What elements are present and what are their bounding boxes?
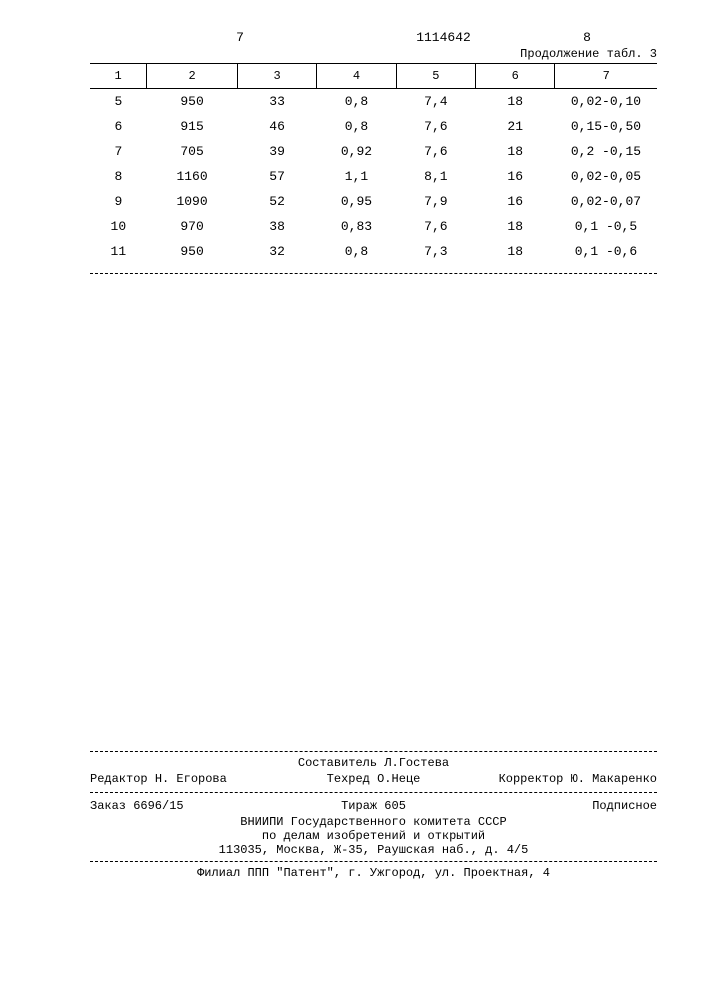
data-table: 1234567 5950330,87,4180,02-0,106915460,8… xyxy=(90,63,657,269)
table-cell: 39 xyxy=(237,139,316,164)
tech-label: Техред xyxy=(327,772,370,786)
table-cell: 7,6 xyxy=(396,114,475,139)
table-column-header: 2 xyxy=(147,64,238,89)
table-cell: 0,8 xyxy=(317,239,396,269)
table-cell: 57 xyxy=(237,164,316,189)
table-cell: 7 xyxy=(90,139,147,164)
composer-label: Составитель xyxy=(298,756,377,770)
table-cell: 18 xyxy=(476,89,555,115)
table-cell: 950 xyxy=(147,239,238,269)
editor-cell: Редактор Н. Егорова xyxy=(90,772,279,786)
order-row: Заказ 6696/15 Тираж 605 Подписное xyxy=(90,797,657,815)
table-cell: 16 xyxy=(476,164,555,189)
table-cell: 38 xyxy=(237,214,316,239)
table-continuation-label: Продолжение табл. 3 xyxy=(90,47,657,61)
page-number-right: 8 xyxy=(547,30,657,45)
table-column-header: 5 xyxy=(396,64,475,89)
table-cell: 8,1 xyxy=(396,164,475,189)
table-cell: 0,02-0,07 xyxy=(555,189,657,214)
table-cell: 32 xyxy=(237,239,316,269)
table-cell: 18 xyxy=(476,239,555,269)
table-cell: 705 xyxy=(147,139,238,164)
table-cell: 0,1 -0,5 xyxy=(555,214,657,239)
table-column-header: 7 xyxy=(555,64,657,89)
table-cell: 1160 xyxy=(147,164,238,189)
editor-label: Редактор xyxy=(90,772,148,786)
table-cell: 950 xyxy=(147,89,238,115)
table-cell: 0,8 xyxy=(317,114,396,139)
separator xyxy=(90,751,657,752)
table-row: 11950320,87,3180,1 -0,6 xyxy=(90,239,657,269)
table-cell: 16 xyxy=(476,189,555,214)
credits-row: Редактор Н. Егорова Техред О.Неце Коррек… xyxy=(90,770,657,788)
table-cell: 5 xyxy=(90,89,147,115)
table-bottom-rule xyxy=(90,273,657,274)
page: 7 1114642 8 Продолжение табл. 3 1234567 … xyxy=(0,0,707,1000)
table-cell: 0,2 -0,15 xyxy=(555,139,657,164)
table-cell: 970 xyxy=(147,214,238,239)
corrector-cell: Корректор Ю. Макаренко xyxy=(468,772,657,786)
table-body: 5950330,87,4180,02-0,106915460,87,6210,1… xyxy=(90,89,657,270)
table-cell: 0,95 xyxy=(317,189,396,214)
separator xyxy=(90,792,657,793)
table-cell: 1090 xyxy=(147,189,238,214)
table-cell: 915 xyxy=(147,114,238,139)
table-cell: 0,02-0,10 xyxy=(555,89,657,115)
table-cell: 8 xyxy=(90,164,147,189)
table-row: 10970380,837,6180,1 -0,5 xyxy=(90,214,657,239)
org-line-1: ВНИИПИ Государственного комитета СССР xyxy=(90,815,657,829)
tech-name: О.Неце xyxy=(377,772,420,786)
table-cell: 7,4 xyxy=(396,89,475,115)
table-cell: 18 xyxy=(476,214,555,239)
table-cell: 7,6 xyxy=(396,214,475,239)
table-cell: 7,6 xyxy=(396,139,475,164)
table-cell: 9 xyxy=(90,189,147,214)
table-cell: 1,1 xyxy=(317,164,396,189)
table-column-header: 3 xyxy=(237,64,316,89)
branch-line: Филиал ППП "Патент", г. Ужгород, ул. Про… xyxy=(90,866,657,880)
table-column-header: 4 xyxy=(317,64,396,89)
document-number: 1114642 xyxy=(369,30,519,45)
table-row: 6915460,87,6210,15-0,50 xyxy=(90,114,657,139)
order-number: Заказ 6696/15 xyxy=(90,799,279,813)
corrector-name: Ю. Макаренко xyxy=(571,772,657,786)
table-cell: 21 xyxy=(476,114,555,139)
table-cell: 0,1 -0,6 xyxy=(555,239,657,269)
editor-name: Н. Егорова xyxy=(155,772,227,786)
subscription: Подписное xyxy=(468,799,657,813)
table-cell: 18 xyxy=(476,139,555,164)
table-cell: 6 xyxy=(90,114,147,139)
page-number-left: 7 xyxy=(90,30,340,45)
table-cell: 52 xyxy=(237,189,316,214)
tech-cell: Техред О.Неце xyxy=(279,772,468,786)
org-line-2: по делам изобретений и открытий xyxy=(90,829,657,843)
table-cell: 11 xyxy=(90,239,147,269)
composer-line: Составитель Л.Гостева xyxy=(90,756,657,770)
table-header-row: 1234567 xyxy=(90,64,657,89)
table-cell: 33 xyxy=(237,89,316,115)
table-cell: 10 xyxy=(90,214,147,239)
table-cell: 0,02-0,05 xyxy=(555,164,657,189)
table-cell: 0,15-0,50 xyxy=(555,114,657,139)
table-column-header: 1 xyxy=(90,64,147,89)
composer-name: Л.Гостева xyxy=(384,756,449,770)
print-run: Тираж 605 xyxy=(279,799,468,813)
table-cell: 0,92 xyxy=(317,139,396,164)
table-row: 91090520,957,9160,02-0,07 xyxy=(90,189,657,214)
table-row: 5950330,87,4180,02-0,10 xyxy=(90,89,657,115)
corrector-label: Корректор xyxy=(499,772,564,786)
table-cell: 0,8 xyxy=(317,89,396,115)
table-cell: 7,9 xyxy=(396,189,475,214)
table-cell: 0,83 xyxy=(317,214,396,239)
table-row: 7705390,927,6180,2 -0,15 xyxy=(90,139,657,164)
table-column-header: 6 xyxy=(476,64,555,89)
table-cell: 46 xyxy=(237,114,316,139)
imprint-block: Составитель Л.Гостева Редактор Н. Егоров… xyxy=(90,747,657,880)
separator xyxy=(90,861,657,862)
address-line: 113035, Москва, Ж-35, Раушская наб., д. … xyxy=(90,843,657,857)
header-row: 7 1114642 8 xyxy=(90,30,657,45)
table-row: 81160571,18,1160,02-0,05 xyxy=(90,164,657,189)
table-cell: 7,3 xyxy=(396,239,475,269)
